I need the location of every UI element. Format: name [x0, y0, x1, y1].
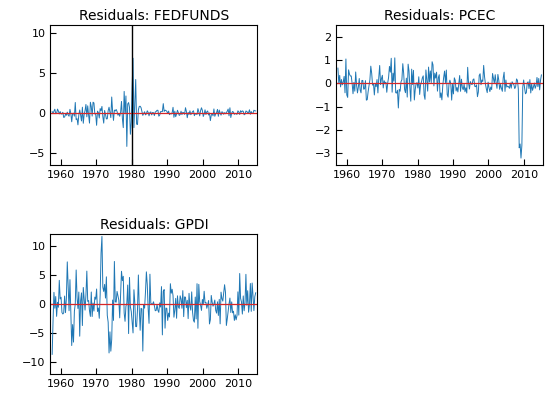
Title: Residuals: FEDFUNDS: Residuals: FEDFUNDS [79, 9, 229, 23]
Title: Residuals: PCEC: Residuals: PCEC [384, 9, 496, 23]
Title: Residuals: GPDI: Residuals: GPDI [100, 218, 208, 232]
